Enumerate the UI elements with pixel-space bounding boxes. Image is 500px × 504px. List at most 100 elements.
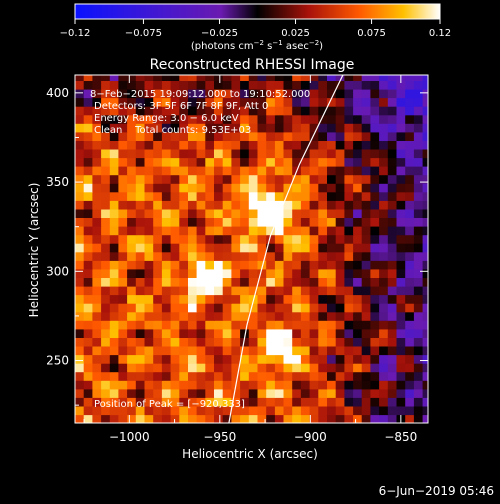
heatmap-cell <box>240 80 250 90</box>
heatmap-cell <box>170 140 180 150</box>
heatmap-cell <box>370 200 380 210</box>
heatmap-cell <box>101 371 111 381</box>
heatmap-cell <box>205 148 215 159</box>
heatmap-cell <box>196 337 206 347</box>
heatmap-cell <box>266 388 276 398</box>
heatmap-cell <box>179 388 189 398</box>
heatmap-cell <box>83 251 93 261</box>
heatmap-cell <box>135 174 146 184</box>
heatmap-cell <box>231 354 241 364</box>
heatmap-cell <box>283 397 293 407</box>
heatmap-cell <box>396 123 406 133</box>
heatmap-cell <box>379 354 389 364</box>
heatmap-cell <box>344 354 354 364</box>
heatmap-cell <box>153 303 163 313</box>
heatmap-cell <box>361 208 371 218</box>
heatmap-cell <box>309 328 319 338</box>
heatmap-cell <box>109 354 120 364</box>
heatmap-cell <box>361 277 371 287</box>
heatmap-cell <box>318 106 328 116</box>
heatmap-cell <box>292 88 302 99</box>
heatmap-cell <box>283 183 293 193</box>
heatmap-cell <box>353 140 363 150</box>
heatmap-cell <box>144 268 154 278</box>
heatmap-cell <box>266 328 276 338</box>
heatmap-cell <box>318 234 328 244</box>
heatmap-cell <box>248 226 259 236</box>
heatmap-cell <box>144 234 154 244</box>
unit-part-3: asec <box>283 41 309 52</box>
heatmap-cell <box>335 251 345 261</box>
heatmap-cell <box>266 397 276 407</box>
heatmap-cell <box>205 294 215 304</box>
heatmap-cell <box>370 345 380 356</box>
heatmap-cell <box>83 405 93 416</box>
heatmap-cell <box>118 337 128 347</box>
heatmap-cell <box>101 388 111 398</box>
heatmap-cell <box>214 166 224 176</box>
heatmap-cell <box>422 268 428 278</box>
heatmap-cell <box>266 285 276 296</box>
heatmap-cell <box>283 217 293 227</box>
heatmap-cell <box>335 148 345 159</box>
heatmap-cell <box>135 75 146 81</box>
heatmap-cell <box>370 131 380 141</box>
heatmap-cell <box>361 414 371 423</box>
heatmap-cell <box>75 251 85 261</box>
heatmap-cell <box>405 88 415 99</box>
heatmap-cell <box>179 226 189 236</box>
heatmap-cell <box>300 337 311 347</box>
heatmap-cell <box>118 208 128 218</box>
heatmap-cell <box>179 106 189 116</box>
heatmap-cell <box>327 328 337 338</box>
heatmap-cell <box>396 208 406 218</box>
heatmap-cell <box>274 114 285 124</box>
heatmap-cell <box>318 217 328 227</box>
heatmap-cell <box>387 157 398 167</box>
heatmap-cell <box>327 106 337 116</box>
heatmap-cell <box>118 354 128 364</box>
heatmap-cell <box>387 303 398 313</box>
heatmap-cell <box>83 268 93 278</box>
heatmap-cell <box>127 97 137 107</box>
heatmap-cell <box>387 80 398 90</box>
heatmap-cell <box>257 320 267 330</box>
heatmap-cell <box>153 414 163 423</box>
heatmap-cell <box>188 123 198 133</box>
heatmap-cell <box>422 191 428 201</box>
heatmap-cell <box>257 208 267 218</box>
heatmap-cell <box>170 277 180 287</box>
heatmap-cell <box>248 217 259 227</box>
heatmap-cell <box>153 131 163 141</box>
y-tick-label: 300 <box>46 264 69 278</box>
heatmap-cell <box>135 337 146 347</box>
heatmap-cell <box>274 311 285 321</box>
heatmap-cell <box>361 251 371 261</box>
heatmap-cell <box>231 140 241 150</box>
heatmap-cell <box>309 166 319 176</box>
heatmap-cell <box>300 371 311 381</box>
heatmap-cell <box>170 414 180 423</box>
heatmap-cell <box>413 243 424 253</box>
heatmap-cell <box>344 88 354 99</box>
heatmap-cell <box>135 294 146 304</box>
heatmap-cell <box>188 226 198 236</box>
heatmap-cell <box>327 311 337 321</box>
heatmap-cell <box>196 80 206 90</box>
heatmap-cell <box>327 268 337 278</box>
heatmap-cell <box>144 414 154 423</box>
heatmap-cell <box>214 380 224 390</box>
heatmap-cell <box>248 123 259 133</box>
heatmap-cell <box>257 414 267 423</box>
heatmap-cell <box>196 328 206 338</box>
heatmap-cell <box>266 114 276 124</box>
heatmap-cell <box>387 140 398 150</box>
heatmap-cell <box>266 200 276 210</box>
heatmap-cell <box>92 123 102 133</box>
heatmap-cell <box>75 243 85 253</box>
heatmap-cell <box>379 148 389 159</box>
heatmap-cell <box>266 106 276 116</box>
heatmap-cell <box>353 191 363 201</box>
heatmap-cell <box>92 251 102 261</box>
heatmap-cell <box>118 106 128 116</box>
